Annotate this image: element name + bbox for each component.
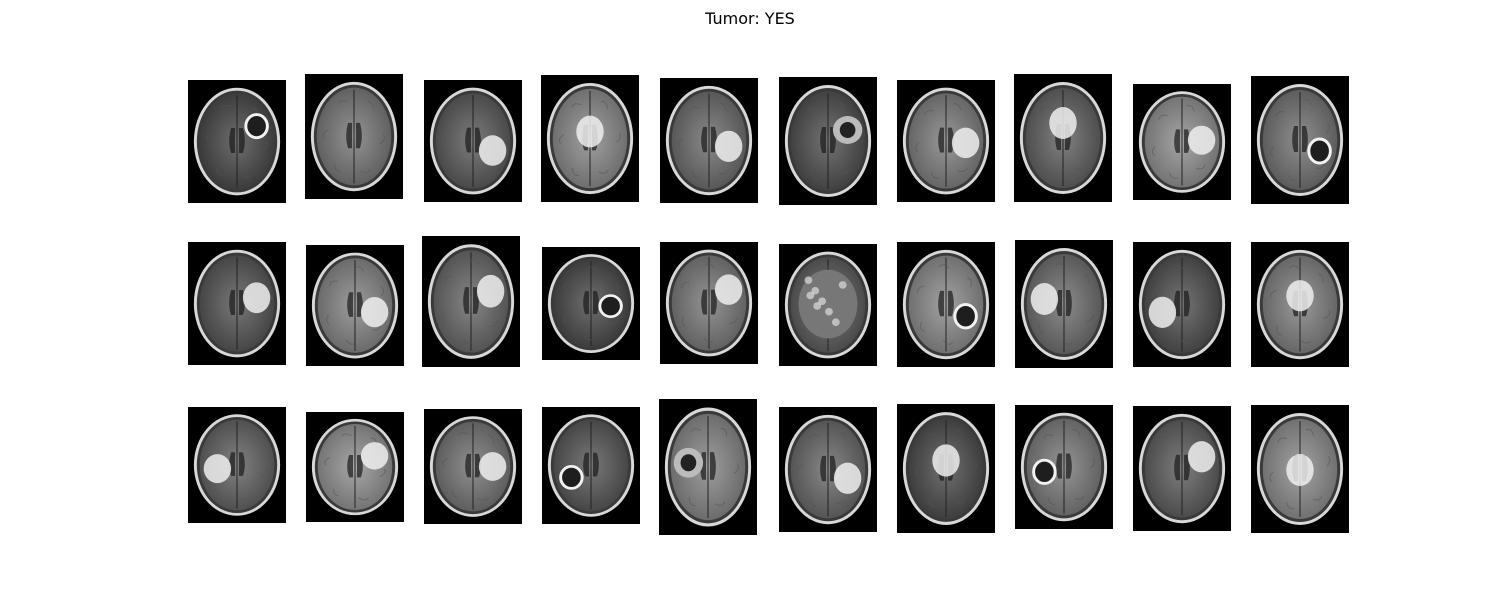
mri-slice-image <box>424 409 522 524</box>
mri-slice-image <box>1015 405 1113 529</box>
mri-slice-image <box>542 247 640 360</box>
mri-slice-image <box>1251 76 1349 204</box>
mri-slice-image <box>424 80 522 202</box>
mri-slice-image <box>1133 406 1231 531</box>
mri-slice-image <box>659 399 757 535</box>
mri-slice-image <box>541 75 639 202</box>
mri-slice-image <box>306 412 404 522</box>
mri-slice-image <box>660 242 758 364</box>
mri-slice-image <box>660 78 758 203</box>
mri-slice-image <box>1015 240 1113 368</box>
mri-slice-image <box>422 236 520 367</box>
mri-slice-image <box>779 407 877 532</box>
mri-slice-image <box>897 80 995 202</box>
mri-slice-image <box>306 245 404 366</box>
mri-slice-image <box>305 74 403 199</box>
mri-slice-image <box>897 242 995 367</box>
mri-slice-image <box>779 77 877 205</box>
mri-slice-image <box>188 407 286 523</box>
mri-slice-image <box>188 242 286 365</box>
mri-slice-image <box>188 80 286 203</box>
mri-slice-image <box>1014 74 1112 202</box>
mri-slice-image <box>542 407 640 524</box>
mri-slice-image <box>779 244 877 366</box>
mri-slice-image <box>1251 405 1349 533</box>
mri-slice-image <box>1133 84 1231 200</box>
mri-slice-image <box>1133 242 1231 367</box>
mri-slice-image <box>1251 242 1349 367</box>
mri-slice-image <box>897 404 995 533</box>
figure-title: Tumor: YES <box>705 9 795 28</box>
